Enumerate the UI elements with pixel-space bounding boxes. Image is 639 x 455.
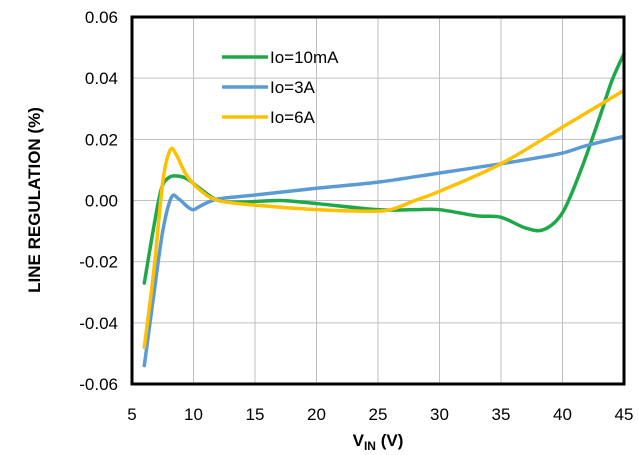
legend-label: Io=3A [270, 78, 316, 97]
y-tick-label: 0.06 [85, 8, 118, 27]
x-tick-label: 25 [369, 405, 388, 424]
x-axis-ticks: 5 10 15 20 25 30 35 40 45 [127, 405, 633, 424]
x-tick-label: 40 [553, 405, 572, 424]
y-axis-title: LINE REGULATION (%) [25, 107, 44, 293]
x-tick-label: 45 [615, 405, 634, 424]
legend-label: Io=6A [270, 108, 316, 127]
y-axis-ticks: -0.06 -0.04 -0.02 0.00 0.02 0.04 0.06 [79, 8, 118, 394]
x-tick-label: 10 [184, 405, 203, 424]
x-tick-label: 20 [307, 405, 326, 424]
series-line-3 [142, 88, 626, 350]
plot-frame [130, 15, 626, 386]
x-axis-title-subscript: IN [364, 439, 376, 453]
y-tick-label: 0.00 [85, 192, 118, 211]
x-axis-title: VIN (V) [353, 431, 404, 453]
y-tick-label: 0.02 [85, 130, 118, 149]
legend: Io=10mA Io=3A Io=6A [222, 48, 339, 127]
grid-lines [132, 17, 624, 384]
y-tick-label: -0.02 [79, 253, 118, 272]
x-tick-label: 15 [246, 405, 265, 424]
series-line-2 [142, 134, 626, 368]
x-axis-title-main: V [353, 431, 365, 450]
series-lines [142, 51, 626, 368]
legend-label: Io=10mA [270, 48, 339, 67]
x-axis-title-unit: (V) [376, 431, 403, 450]
y-tick-label: -0.04 [79, 314, 118, 333]
x-tick-label: 5 [127, 405, 136, 424]
y-tick-label: -0.06 [79, 375, 118, 394]
series-line-1 [142, 51, 626, 285]
x-tick-label: 30 [430, 405, 449, 424]
x-tick-label: 35 [492, 405, 511, 424]
y-tick-label: 0.04 [85, 69, 118, 88]
